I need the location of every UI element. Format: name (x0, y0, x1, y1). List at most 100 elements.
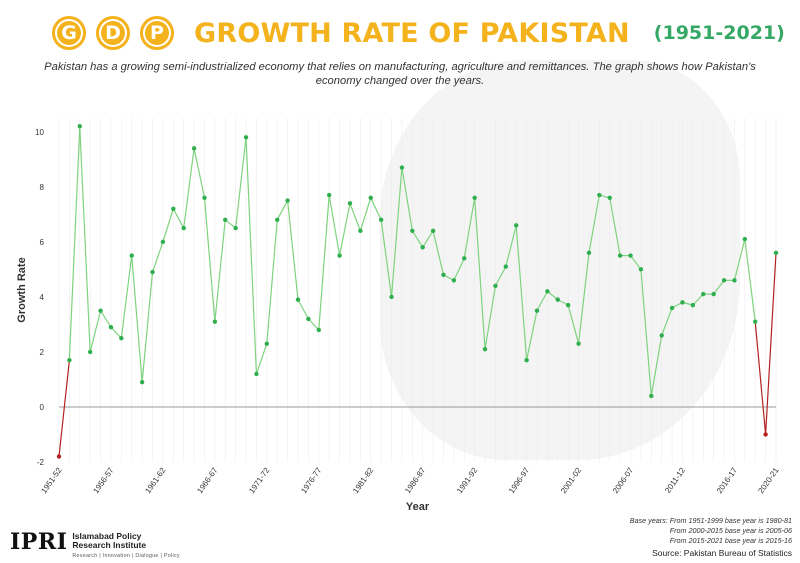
data-point (597, 192, 602, 198)
ipri-logo: IPRI (10, 529, 68, 555)
data-point (565, 302, 571, 308)
x-tick-label: 1971-72 (247, 466, 272, 496)
data-point (742, 236, 748, 242)
data-point (399, 165, 405, 170)
series-segment (255, 343, 268, 375)
note-line: From 2015-2021 base year is 2015-16 (669, 536, 792, 545)
data-point (285, 198, 290, 203)
series-segment (401, 167, 413, 231)
data-point (472, 195, 477, 201)
y-tick-label: 0 (40, 403, 45, 412)
data-point (160, 239, 166, 245)
data-point (254, 371, 259, 377)
data-point (493, 283, 498, 289)
data-point (243, 135, 249, 140)
series-segment (100, 310, 112, 328)
data-point (212, 319, 218, 324)
series-segment (245, 137, 258, 374)
series-segment (172, 208, 185, 229)
data-point (763, 432, 768, 437)
base-year-notes: Base years: From 1951-1999 base year is … (630, 516, 792, 558)
series-segment (640, 269, 652, 397)
data-point (87, 349, 93, 355)
x-tick-label: 2020-21 (756, 466, 781, 496)
x-tick-label: 2016-17 (715, 466, 740, 496)
y-tick-label: 8 (40, 183, 45, 192)
data-point (638, 267, 644, 272)
series-segment (162, 208, 174, 243)
series-segment (432, 230, 445, 276)
data-point (451, 278, 457, 283)
data-point (67, 357, 72, 363)
series-segment (287, 200, 299, 300)
data-point (150, 269, 155, 275)
data-point (202, 195, 207, 201)
series-segment (235, 137, 247, 229)
data-point (690, 302, 696, 308)
series-segment (183, 148, 195, 229)
data-point (181, 225, 186, 231)
data-point (441, 272, 446, 278)
data-point (56, 454, 62, 459)
data-point (534, 308, 540, 313)
data-point (378, 217, 384, 223)
series-segment (422, 230, 434, 248)
x-tick-label: 2006-07 (611, 466, 636, 496)
series-segment (505, 225, 517, 267)
data-point (316, 327, 321, 333)
coin-letter-d: D (105, 22, 121, 44)
series-segment (338, 203, 351, 256)
data-point (617, 253, 623, 258)
x-tick-label: 1981-82 (351, 466, 376, 496)
series-segment (754, 321, 767, 435)
data-point (721, 278, 727, 283)
y-axis-label: Growth Rate (16, 257, 28, 322)
data-point (77, 124, 82, 129)
x-tick-label: 1956-57 (91, 466, 116, 496)
p-coin-icon: P (140, 16, 174, 50)
series-segment (474, 197, 486, 350)
data-point (701, 291, 706, 297)
series-segment (515, 225, 528, 361)
series-segment (526, 310, 538, 361)
header: G D P GROWTH RATE OF PAKISTAN (1951-2021… (52, 12, 785, 54)
data-point (233, 225, 238, 231)
series-segment (110, 326, 122, 339)
chart-title: GROWTH RATE OF PAKISTAN (194, 17, 630, 49)
series-segment (349, 203, 361, 232)
series-segment (577, 252, 590, 344)
series-segment (131, 255, 143, 383)
series-segment (276, 200, 289, 221)
series-segment (266, 219, 278, 344)
data-point (358, 228, 363, 234)
series-segment (744, 239, 756, 322)
series-segment (390, 167, 403, 297)
series-segment (765, 252, 777, 435)
data-point (119, 335, 124, 341)
series-segment (68, 126, 81, 361)
data-point (430, 228, 436, 234)
series-segment (79, 126, 91, 352)
series-segment (214, 219, 226, 322)
series-segment (713, 280, 725, 295)
org-tagline: Research | Innovation | Dialogue | Polic… (72, 553, 180, 559)
series-segment (224, 219, 237, 229)
series-segment (359, 197, 372, 232)
series-segment (609, 197, 621, 256)
x-tick-label: 1961-62 (143, 466, 168, 496)
x-tick-label: 1996-97 (507, 466, 532, 496)
x-tick-label: 2001-02 (559, 466, 584, 496)
x-tick-label: 1986-87 (403, 466, 428, 496)
data-point (669, 305, 675, 311)
series-segment (630, 255, 642, 270)
series-segment (411, 230, 424, 248)
data-point (420, 245, 425, 250)
data-point (503, 264, 509, 269)
x-axis-label: Year (406, 501, 430, 513)
series-segment (733, 238, 746, 281)
year-range: (1951-2021) (653, 22, 785, 44)
data-point (129, 253, 134, 258)
note-line: From 2000-2015 base year is 2005-06 (669, 526, 792, 535)
note-line: Base years: From 1951-1999 base year is … (629, 516, 792, 525)
